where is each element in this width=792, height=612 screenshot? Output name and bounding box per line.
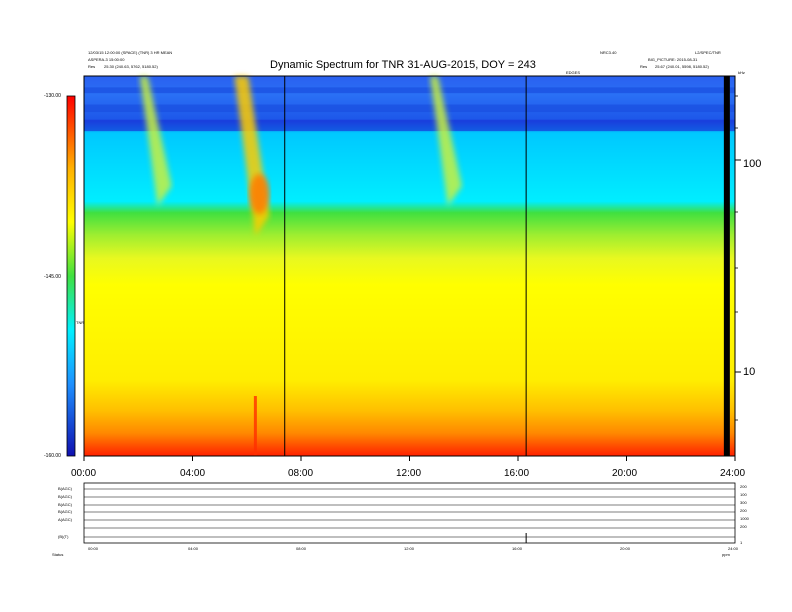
colorbar-tick-label: -160.00 <box>44 453 61 459</box>
subpanel-footer-unit: ppm <box>722 552 730 557</box>
colorbar-tick-label: -130.00 <box>44 93 61 99</box>
subpanel-time-tick: 00:00 <box>88 546 99 551</box>
subpanel-time-tick: 12:00 <box>404 546 415 551</box>
header-right-line2: BIG_PICTURE: 2015-08-31 <box>648 57 698 62</box>
subpanel-time-tick: 24:00 <box>728 546 739 551</box>
radio-spike <box>253 396 257 456</box>
subpanel-label: B(AGC) <box>58 494 72 499</box>
header-edges-label: EDGES <box>566 70 581 75</box>
frequency-unit-label: kHz <box>738 70 745 75</box>
time-tick-label: 16:00 <box>504 468 530 479</box>
subpanel-label: B(AGC) <box>58 502 72 507</box>
housekeeping-panels <box>83 482 736 544</box>
time-tick-label: 08:00 <box>288 468 314 479</box>
frequency-band <box>84 87 735 94</box>
subpanel-value: 1000 <box>740 516 749 521</box>
header-info-line3-label: Res <box>88 64 96 69</box>
header-info-line1: 12/03/15 12:00:00 (SPACE) (TNR) 3 HR MEA… <box>88 50 173 55</box>
colorbar-tick-label: -145.00 <box>44 274 61 280</box>
subpanel-value: 1 <box>740 540 743 545</box>
spectrogram-background <box>84 76 735 456</box>
plot-frame <box>83 75 736 457</box>
frequency-tick-label: 10 <box>743 366 756 378</box>
subpanel-footer-status: Status <box>52 552 64 557</box>
subpanel-value: 200 <box>740 508 747 513</box>
subpanel-value: 200 <box>740 524 747 529</box>
type-iii-burst <box>139 76 172 206</box>
subpanel-label: (B)(T) <box>58 534 69 539</box>
colorbar-label: TNR <box>76 320 85 325</box>
subpanel-label: B(AGC) <box>58 509 72 514</box>
frequency-tick-label: 100 <box>743 158 762 170</box>
subpanel-value: 200 <box>740 484 747 489</box>
frequency-band <box>84 104 735 113</box>
type-iii-burst <box>429 76 462 206</box>
colorbar <box>66 95 76 457</box>
subpanel-value: 100 <box>740 492 747 497</box>
time-tick-label: 00:00 <box>71 468 97 479</box>
housekeeping-frame <box>83 482 736 544</box>
subpanel-label: A(AGC) <box>58 517 72 522</box>
header-info-line2: ASPERA-3 15:00:00 <box>88 57 125 62</box>
time-tick-label: 04:00 <box>180 468 206 479</box>
time-tick-label: 20:00 <box>612 468 638 479</box>
time-tick-label: 24:00 <box>720 468 746 479</box>
header-right-line3-label: Res <box>640 64 648 69</box>
subpanel-time-tick: 20:00 <box>620 546 631 551</box>
header-version: NRC3.40 <box>600 50 617 55</box>
time-tick-label: 12:00 <box>396 468 422 479</box>
subpanel-label: B(AGC) <box>58 486 72 491</box>
header-info-line3-value: 25.30 (240.63, 5762, 5180.52) <box>104 64 158 69</box>
subpanel-time-tick: 04:00 <box>188 546 199 551</box>
frequency-band <box>84 119 735 132</box>
burst-peak <box>249 174 270 214</box>
header-product: L2/SPEC/TNR <box>695 50 721 55</box>
subpanel-time-tick: 08:00 <box>296 546 307 551</box>
subpanel-value: 300 <box>740 500 747 505</box>
chart-title: Dynamic Spectrum for TNR 31-AUG-2015, DO… <box>270 59 536 71</box>
subpanel-time-tick: 16:00 <box>512 546 523 551</box>
header-right-line3-value: 25.67 (240.01, 5598, 5180.52) <box>655 64 709 69</box>
